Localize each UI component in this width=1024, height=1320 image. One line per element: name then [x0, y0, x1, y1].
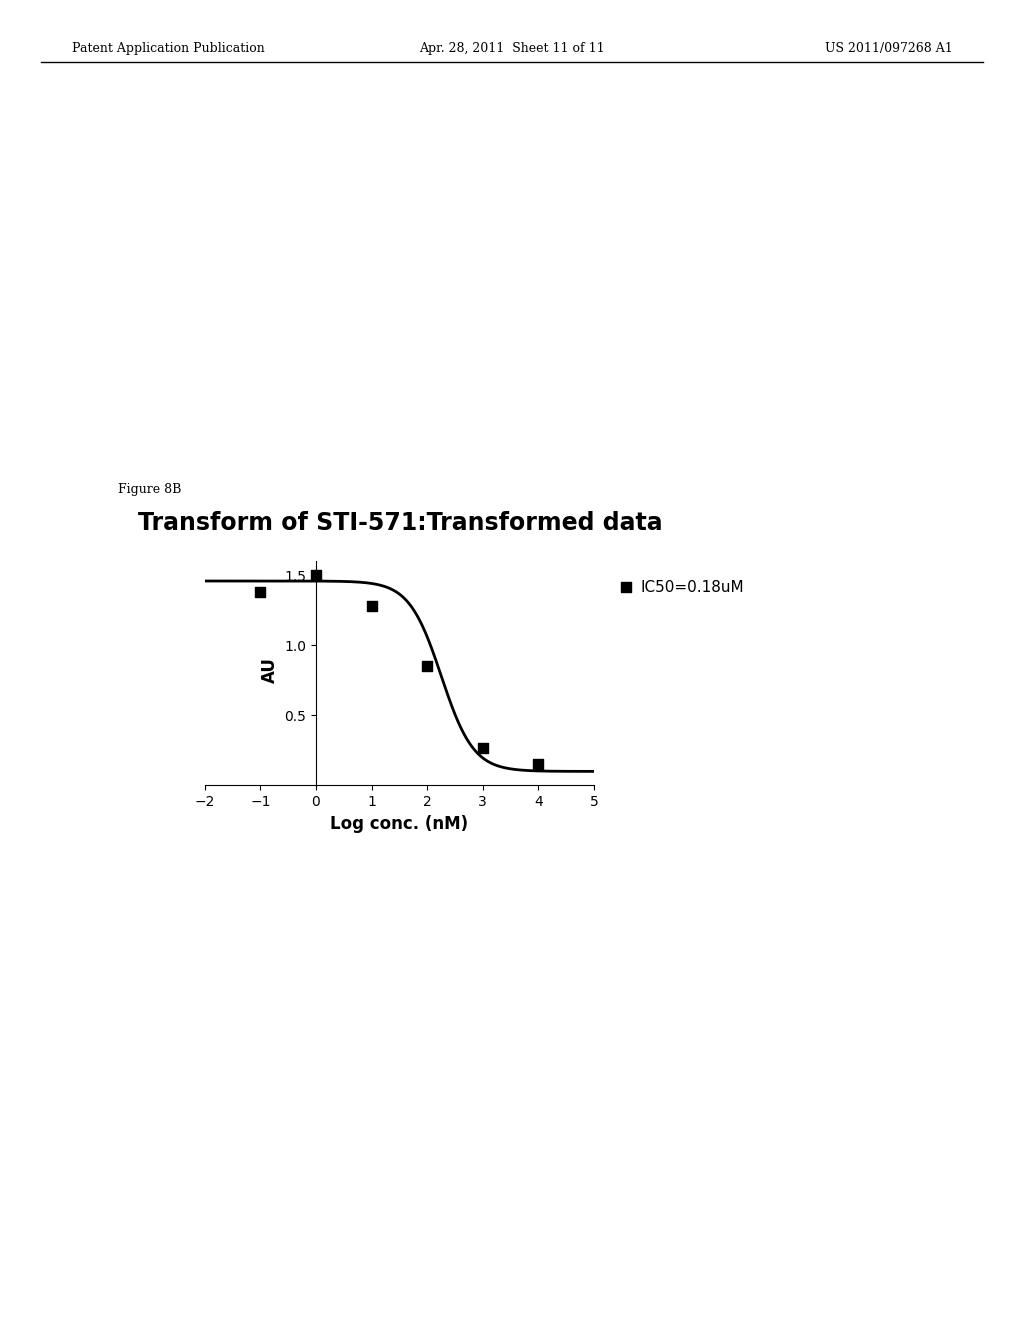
Text: US 2011/097268 A1: US 2011/097268 A1: [824, 42, 952, 55]
Point: [419, 656, 435, 677]
Y-axis label: AU: AU: [261, 657, 279, 682]
Text: Apr. 28, 2011  Sheet 11 of 11: Apr. 28, 2011 Sheet 11 of 11: [419, 42, 605, 55]
Point: [252, 582, 268, 603]
Point: [474, 737, 490, 758]
X-axis label: Log conc. (nM): Log conc. (nM): [331, 814, 468, 833]
Text: Transform of STI-571:Transformed data: Transform of STI-571:Transformed data: [138, 511, 663, 535]
Text: IC50=0.18uM: IC50=0.18uM: [640, 579, 743, 595]
Text: Figure 8B: Figure 8B: [118, 483, 181, 496]
Point: [364, 595, 380, 616]
Point: [530, 754, 547, 775]
Point: [618, 577, 635, 598]
Text: Patent Application Publication: Patent Application Publication: [72, 42, 264, 55]
Point: [308, 565, 325, 586]
